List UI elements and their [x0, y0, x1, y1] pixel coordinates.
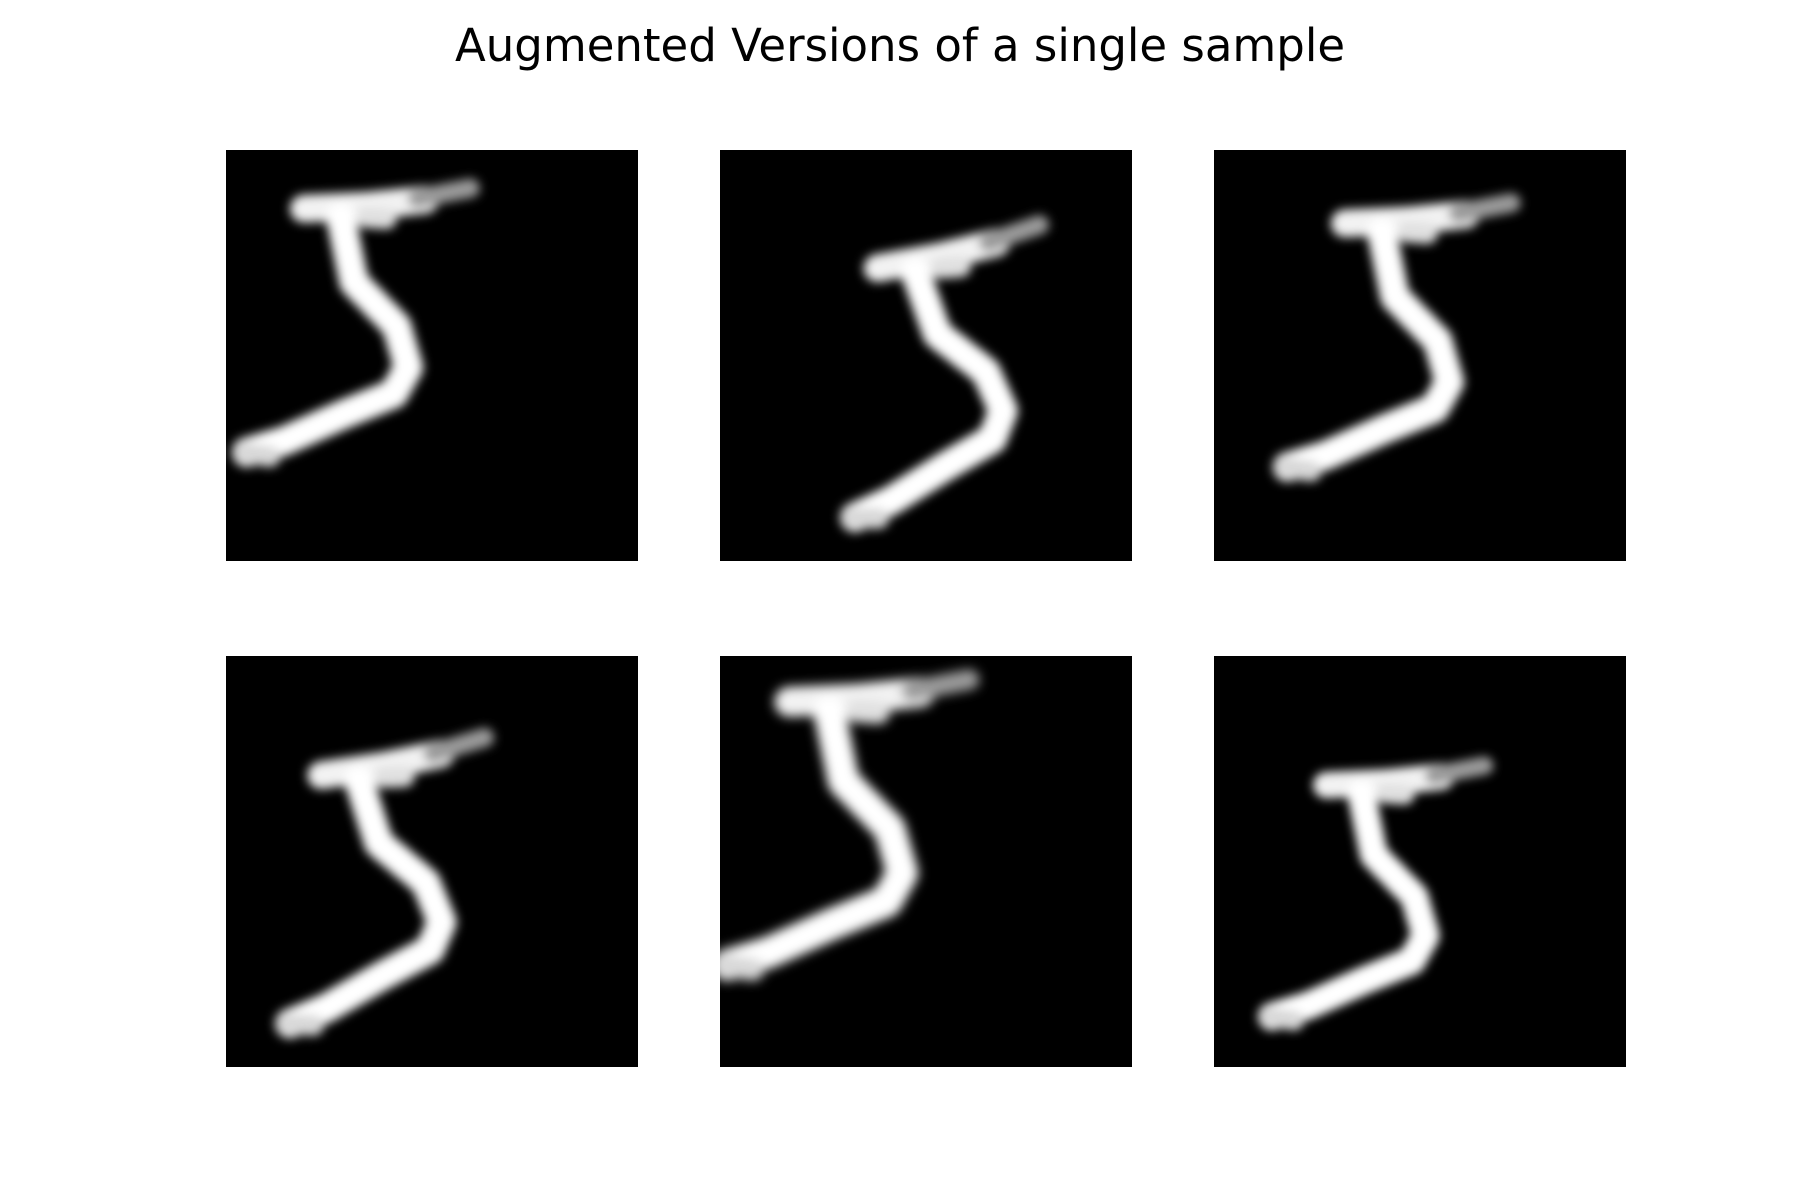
- augmented-image-2: [720, 150, 1132, 561]
- augmented-image-6: [1214, 656, 1626, 1067]
- augmented-image-1: [226, 150, 638, 561]
- figure-title: Augmented Versions of a single sample: [454, 19, 1346, 72]
- augmented-image-3: [1214, 150, 1626, 561]
- augmented-image-5: [720, 656, 1132, 1067]
- augmented-image-4: [226, 656, 638, 1067]
